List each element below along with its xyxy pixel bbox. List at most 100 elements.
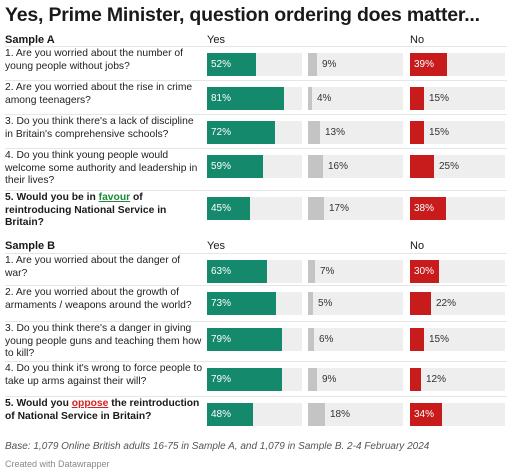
sample-a-q4-mid-value: 16% <box>328 161 349 172</box>
sample-a-q3-yes-bar <box>207 121 275 144</box>
sample-b-q2-mid-bar <box>308 292 313 315</box>
sample-b-no-header: No <box>410 240 425 252</box>
sample-b-q5-mid-value: 18% <box>330 409 351 420</box>
sample-b-q3-no-track <box>410 328 505 351</box>
sample-a-q3-yes-value: 72% <box>211 127 232 138</box>
sample-b-q4-no-value: 12% <box>426 374 447 385</box>
sample-a-q5-no-value: 38% <box>414 203 435 214</box>
credit-line: Created with Datawrapper <box>5 459 110 469</box>
sample-a-q1-mid-track <box>308 53 403 76</box>
sample-b-q4-question: 4. Do you think it's wrong to force peop… <box>5 363 203 387</box>
footer-note: Base: 1,079 Online British adults 16-75 … <box>5 441 430 452</box>
sample-b-q1-question: 1. Are you worried about the danger of w… <box>5 255 181 279</box>
sample-a-q2-yes-value: 81% <box>211 93 232 104</box>
sample-a-q2-yes-bar <box>207 87 284 110</box>
sample-b-q2-question: 2. Are you worried about the growth of a… <box>5 287 192 311</box>
highlight-word: oppose <box>71 398 109 409</box>
sample-a-no-header: No <box>410 34 425 46</box>
sample-b-q3-no-value: 15% <box>429 334 450 345</box>
sample-a-q1-mid-bar <box>308 53 317 76</box>
row-divider <box>5 396 507 397</box>
sample-a-q5-yes-value: 45% <box>211 203 232 214</box>
sample-a-q4-yes-track <box>207 155 302 178</box>
sample-a-q1-yes-bar <box>207 53 256 76</box>
sample-a-q5-mid-value: 17% <box>329 203 350 214</box>
sample-b-q4-yes-bar <box>207 368 282 391</box>
question-text: 5. Would you <box>5 398 72 409</box>
sample-a-q3-yes-track <box>207 121 302 144</box>
sample-a-q5-yes-track <box>207 197 302 220</box>
sample-b-q1-yes-track <box>207 260 302 283</box>
sample-b-q4-mid-track <box>308 368 403 391</box>
sample-b-q2-yes-bar <box>207 292 276 315</box>
sample-b-q4-mid-bar <box>308 368 317 391</box>
sample-a-q2-no-value: 15% <box>429 93 450 104</box>
sample-b-q4-mid-value: 9% <box>322 374 337 385</box>
row-divider <box>5 80 507 81</box>
sample-b-q5-yes-bar <box>207 403 253 426</box>
sample-a-q4-no-bar <box>410 155 434 178</box>
sample-a-q4-mid-bar <box>308 155 323 178</box>
sample-b-q1-no-value: 30% <box>414 266 435 277</box>
sample-b-q3-yes-track <box>207 328 302 351</box>
sample-a-q4-no-track <box>410 155 505 178</box>
sample-b-q2-yes-track <box>207 292 302 315</box>
highlight-word: favour <box>98 192 131 203</box>
sample-a-q3-no-value: 15% <box>429 127 450 138</box>
sample-a-q5-mid-track <box>308 197 403 220</box>
sample-a-label: Sample A <box>5 34 55 46</box>
sample-a-q1-mid-value: 9% <box>322 59 337 70</box>
sample-b-q4-no-track <box>410 368 505 391</box>
sample-b-q5-no-bar <box>410 403 442 426</box>
sample-b-q2-no-track <box>410 292 505 315</box>
sample-b-q5-yes-value: 48% <box>211 409 232 420</box>
sample-b-q3-no-bar <box>410 328 424 351</box>
sample-b-q1-yes-value: 63% <box>211 266 232 277</box>
sample-a-q3-question: 3. Do you think there's a lack of discip… <box>5 116 194 140</box>
sample-b-q2-yes-value: 73% <box>211 298 232 309</box>
sample-b-q4-no-bar <box>410 368 421 391</box>
row-divider <box>5 190 507 191</box>
row-divider <box>5 285 507 286</box>
sample-a-q2-mid-bar <box>308 87 312 110</box>
sample-b-q5-question: 5. Would you oppose the reintroduction o… <box>5 398 204 423</box>
sample-b-q2-no-bar <box>410 292 431 315</box>
sample-a-q2-no-bar <box>410 87 424 110</box>
sample-b-q1-mid-track <box>308 260 403 283</box>
sample-b-q5-mid-track <box>308 403 403 426</box>
sample-b-q1-mid-value: 7% <box>320 266 335 277</box>
sample-b-q4-yes-value: 79% <box>211 374 232 385</box>
sample-b-q3-mid-bar <box>308 328 314 351</box>
sample-a-q3-mid-value: 13% <box>325 127 346 138</box>
sample-b-yes-header: Yes <box>207 240 225 252</box>
sample-b-q5-no-track <box>410 403 505 426</box>
sample-a-q2-yes-track <box>207 87 302 110</box>
sample-b-q5-yes-track <box>207 403 302 426</box>
sample-b-q1-no-bar <box>410 260 439 283</box>
sample-a-q5-no-track <box>410 197 505 220</box>
sample-b-q3-mid-track <box>308 328 403 351</box>
sample-a-q4-question: 4. Do you think young people would welco… <box>5 150 198 186</box>
row-divider <box>5 321 507 322</box>
sample-a-q3-no-track <box>410 121 505 144</box>
question-text: 5. Would you be in <box>5 192 99 203</box>
row-divider <box>5 46 507 47</box>
sample-a-q2-mid-value: 4% <box>317 93 332 104</box>
row-divider <box>5 253 507 254</box>
sample-a-yes-header: Yes <box>207 34 225 46</box>
sample-a-q4-no-value: 25% <box>439 161 460 172</box>
sample-b-q4-yes-track <box>207 368 302 391</box>
sample-a-q1-no-value: 39% <box>414 59 435 70</box>
sample-a-q2-question: 2. Are you worried about the rise in cri… <box>5 82 193 106</box>
sample-b-q2-mid-track <box>308 292 403 315</box>
sample-a-q5-mid-bar <box>308 197 324 220</box>
sample-a-q1-no-bar <box>410 53 447 76</box>
row-divider <box>5 361 507 362</box>
sample-a-q5-no-bar <box>410 197 446 220</box>
chart-title: Yes, Prime Minister, question ordering d… <box>5 4 480 26</box>
sample-a-q4-yes-bar <box>207 155 263 178</box>
sample-a-q1-yes-value: 52% <box>211 59 232 70</box>
sample-a-q5-question: 5. Would you be in favour of reintroduci… <box>5 192 204 230</box>
row-divider <box>5 148 507 149</box>
sample-b-q2-mid-value: 5% <box>318 298 333 309</box>
